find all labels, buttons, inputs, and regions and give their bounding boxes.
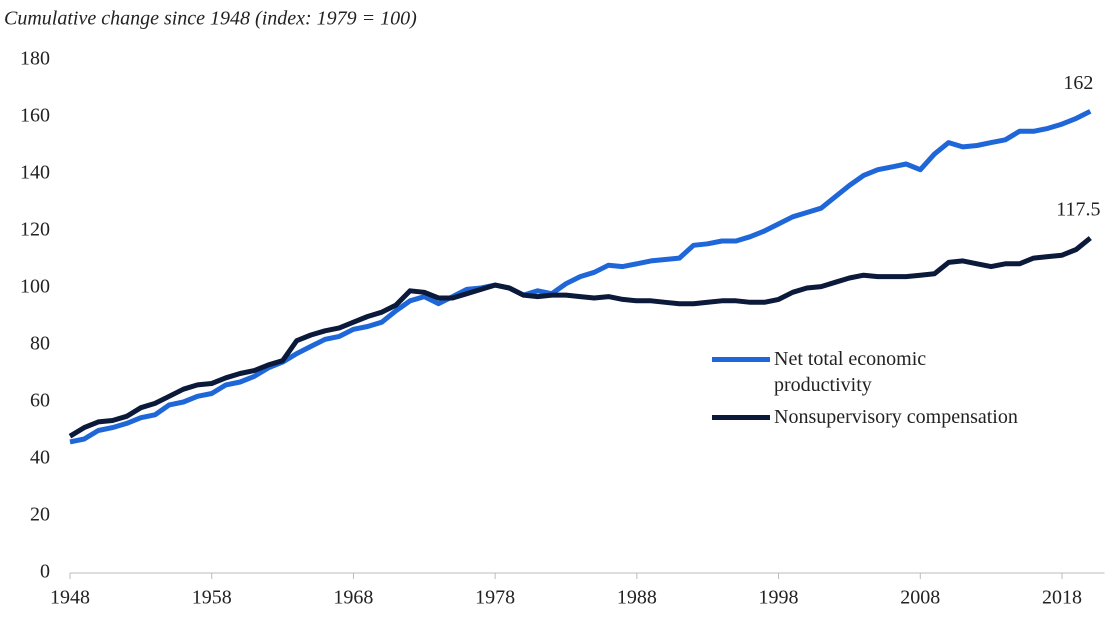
- legend-label: Nonsupervisory compensation: [774, 406, 1018, 428]
- legend-entry: Nonsupervisory compensation: [712, 404, 1018, 430]
- x-tick-label: 1978: [475, 587, 515, 609]
- end-label: 162: [1063, 72, 1093, 94]
- y-tick-label: 140: [20, 162, 50, 184]
- legend-label: Net total economic productivity: [774, 348, 927, 396]
- y-tick-label: 60: [30, 390, 50, 412]
- line-series: [69, 109, 1092, 445]
- x-tick-label: 2008: [900, 587, 940, 609]
- x-tick-label: 1958: [192, 587, 232, 609]
- x-tick-label: 1948: [50, 587, 90, 609]
- y-tick-label: 180: [20, 48, 50, 70]
- legend-swatch: [712, 357, 770, 362]
- line-series: [68, 236, 1092, 439]
- y-tick-label: 80: [30, 333, 50, 355]
- y-tick-label: 20: [30, 504, 50, 526]
- x-tick-label: 2018: [1042, 587, 1082, 609]
- x-tick-label: 1998: [759, 587, 799, 609]
- y-tick-label: 100: [20, 276, 50, 298]
- chart-subtitle: Cumulative change since 1948 (index: 197…: [4, 8, 417, 30]
- x-tick-label: 1988: [617, 587, 657, 609]
- y-tick-label: 160: [20, 105, 50, 127]
- x-tick-label: 1968: [333, 587, 373, 609]
- y-tick-label: 120: [20, 219, 50, 241]
- y-tick-label: 40: [30, 447, 50, 469]
- legend-entry: Net total economic productivity: [712, 346, 1018, 398]
- legend-swatch: [712, 415, 770, 420]
- legend: Net total economic productivity Nonsuperv…: [712, 346, 1018, 436]
- end-label: 117.5: [1056, 199, 1100, 221]
- y-tick-label: 0: [40, 561, 50, 583]
